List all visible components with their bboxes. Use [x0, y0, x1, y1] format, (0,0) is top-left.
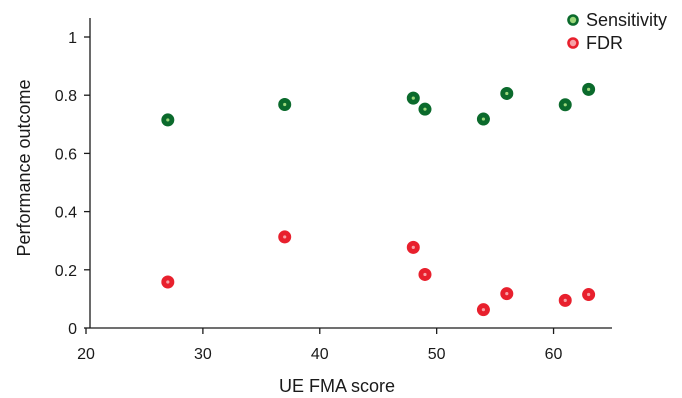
marker-center — [481, 308, 486, 312]
marker-center — [283, 102, 287, 107]
legend-label: FDR — [586, 33, 623, 53]
legend-marker-center — [569, 39, 577, 47]
legend-item-fdr: FDR — [567, 33, 623, 53]
y-tick-label: 1 — [68, 30, 77, 47]
y-axis-ticks: 0 0.2 0.4 0.6 0.8 1 — [55, 30, 90, 338]
x-tick-label: 60 — [545, 346, 563, 363]
marker-center — [166, 280, 170, 284]
marker-center — [166, 118, 170, 122]
y-tick-label: 0 — [68, 321, 77, 338]
x-tick-label: 30 — [194, 346, 212, 363]
legend-label: Sensitivity — [586, 10, 667, 30]
fdr-point — [500, 287, 514, 301]
y-tick-label: 0.8 — [55, 88, 77, 105]
fdr-point — [476, 303, 490, 317]
marker-center — [411, 245, 415, 249]
fdr-point — [418, 267, 432, 281]
sensitivity-point — [558, 98, 572, 112]
marker-center — [411, 96, 415, 100]
marker-center — [587, 87, 591, 91]
y-tick-label: 0.2 — [55, 263, 77, 280]
sensitivity-point — [500, 86, 514, 100]
y-tick-label: 0.4 — [55, 205, 77, 222]
marker-center — [563, 298, 567, 302]
marker-center — [423, 107, 427, 111]
sensitivity-point — [476, 112, 490, 126]
sensitivity-point — [582, 82, 596, 96]
marker-center — [505, 91, 509, 96]
marker-center — [283, 235, 287, 239]
sensitivity-point — [278, 98, 292, 112]
x-tick-label: 50 — [428, 346, 446, 363]
x-tick-label: 40 — [311, 346, 329, 363]
x-axis-label: UE FMA score — [279, 376, 395, 396]
marker-center — [587, 292, 591, 297]
marker-center — [481, 117, 486, 121]
fdr-point — [278, 230, 292, 244]
sensitivity-point — [406, 91, 420, 105]
fdr-point — [558, 293, 572, 307]
x-axis-ticks: 20 30 40 50 60 — [77, 328, 563, 363]
fdr-point — [161, 275, 175, 289]
legend: Sensitivity FDR — [567, 10, 667, 53]
marker-center — [563, 103, 567, 107]
fdr-point — [582, 288, 596, 302]
x-tick-label: 20 — [77, 346, 95, 363]
y-tick-label: 0.6 — [55, 146, 77, 163]
marker-center — [423, 272, 427, 277]
data-points — [161, 82, 596, 317]
legend-item-sensitivity: Sensitivity — [567, 10, 667, 30]
sensitivity-point — [161, 113, 175, 127]
fdr-point — [406, 240, 420, 254]
legend-marker-center — [569, 16, 577, 24]
marker-center — [505, 292, 509, 296]
sensitivity-point — [418, 102, 432, 116]
y-axis-label: Performance outcome — [14, 79, 34, 256]
